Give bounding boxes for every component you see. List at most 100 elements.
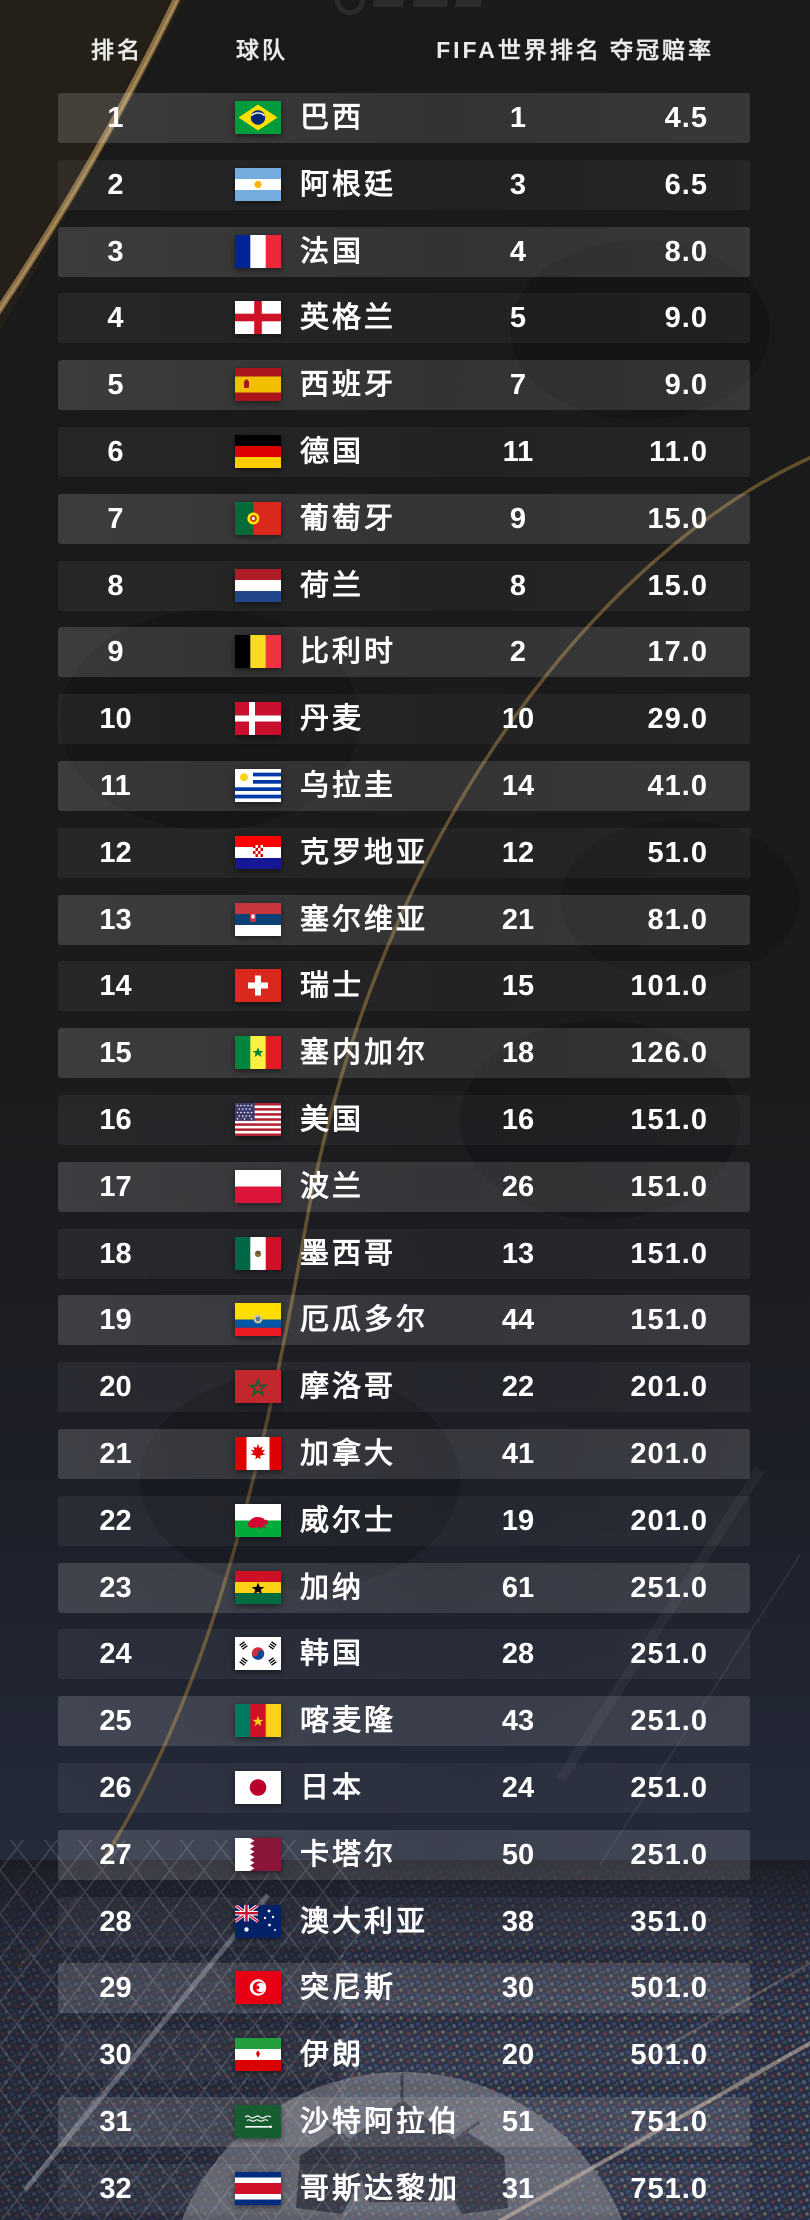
flag-cameroon-icon — [235, 1704, 281, 1737]
flag-argentina-icon — [235, 168, 281, 201]
table-row: 5 西班牙 7 9.0 — [58, 360, 750, 410]
flag-southkorea-icon — [235, 1637, 281, 1670]
rank-value: 24 — [99, 1638, 132, 1670]
flag-poland-icon — [235, 1170, 281, 1203]
odds-value: 351.0 — [630, 1906, 708, 1938]
table-row: 23 加纳 61 251.0 — [58, 1563, 750, 1613]
odds-value: 51.0 — [647, 837, 708, 869]
odds-value: 126.0 — [630, 1037, 708, 1069]
table-row: 25 喀麦隆 43 251.0 — [58, 1696, 750, 1746]
table-row: 7 葡萄牙 9 15.0 — [58, 494, 750, 544]
team-name: 伊朗 — [300, 2039, 365, 2071]
flag-morocco-icon — [235, 1370, 281, 1403]
team-name: 日本 — [300, 1772, 365, 1804]
rank-value: 15 — [99, 1037, 132, 1069]
rank-value: 16 — [99, 1104, 132, 1136]
fifa-rank-value: 3 — [509, 169, 527, 201]
rank-value: 28 — [99, 1906, 132, 1938]
team-name: 瑞士 — [300, 970, 365, 1002]
flag-denmark-icon — [235, 702, 281, 735]
team-name: 巴西 — [300, 102, 365, 134]
team-name: 威尔士 — [300, 1505, 397, 1537]
odds-value: 41.0 — [647, 770, 708, 802]
table-row: 9 比利时 2 17.0 — [58, 627, 750, 677]
team-name: 荷兰 — [300, 570, 365, 602]
flag-netherlands-icon — [235, 569, 281, 602]
table-row: 3 法国 4 8.0 — [58, 227, 750, 277]
odds-value: 501.0 — [630, 2039, 708, 2071]
odds-value: 751.0 — [630, 2173, 708, 2205]
rank-value: 14 — [99, 970, 132, 1002]
team-name: 美国 — [300, 1104, 365, 1136]
flag-germany-icon — [235, 435, 281, 468]
team-column-header: 球队 — [236, 37, 288, 63]
odds-value: 4.5 — [664, 102, 708, 134]
odds-value: 251.0 — [630, 1839, 708, 1871]
flag-uruguay-icon — [235, 769, 281, 802]
team-name: 西班牙 — [300, 369, 397, 401]
odds-value: 9.0 — [664, 369, 708, 401]
odds-value: 501.0 — [630, 1972, 708, 2004]
table-row: 2 阿根廷 3 6.5 — [58, 160, 750, 210]
table-row: 30 伊朗 20 501.0 — [58, 2030, 750, 2080]
flag-france-icon — [235, 235, 281, 268]
flag-spain-icon — [235, 368, 281, 401]
table-row: 21 加拿大 41 201.0 — [58, 1429, 750, 1479]
team-name: 加纳 — [300, 1572, 365, 1604]
rank-value: 19 — [99, 1304, 132, 1336]
team-name: 比利时 — [300, 636, 397, 668]
flag-switzerland-icon — [235, 969, 281, 1002]
flag-portugal-icon — [235, 502, 281, 535]
rank-value: 23 — [99, 1572, 132, 1604]
team-name: 沙特阿拉伯 — [300, 2106, 461, 2138]
flag-senegal-icon — [235, 1036, 281, 1069]
team-name: 哥斯达黎加 — [300, 2173, 461, 2205]
team-name: 墨西哥 — [300, 1238, 397, 1270]
rank-value: 2 — [107, 169, 124, 201]
odds-value: 101.0 — [630, 970, 708, 1002]
team-name: 塞内加尔 — [300, 1037, 429, 1069]
team-name: 塞尔维亚 — [300, 904, 429, 936]
flag-iran-icon — [235, 2038, 281, 2071]
flag-tunisia-icon — [235, 1971, 281, 2004]
flag-ghana-icon — [235, 1571, 281, 1604]
team-name: 波兰 — [300, 1171, 365, 1203]
odds-value: 6.5 — [664, 169, 708, 201]
rank-value: 26 — [99, 1772, 132, 1804]
odds-value: 751.0 — [630, 2106, 708, 2138]
fifa-rank-value: 5 — [509, 302, 527, 334]
rank-value: 11 — [100, 770, 131, 802]
rank-value: 25 — [99, 1705, 132, 1737]
odds-value: 81.0 — [647, 904, 708, 936]
fifa-rank-value: 7 — [509, 369, 527, 401]
odds-value: 17.0 — [647, 636, 708, 668]
table-row: 1 巴西 1 4.5 — [58, 93, 750, 143]
odds-value: 8.0 — [664, 236, 708, 268]
fifa-rank-value: 1 — [509, 102, 527, 134]
flag-costarica-icon — [235, 2172, 281, 2205]
table-row: 17 波兰 26 151.0 — [58, 1162, 750, 1212]
table-row: 4 英格兰 5 9.0 — [58, 293, 750, 343]
rank-value: 20 — [99, 1371, 132, 1403]
odds-value: 201.0 — [630, 1505, 708, 1537]
table-row: 15 塞内加尔 18 126.0 — [58, 1028, 750, 1078]
table-row: 12 克罗地亚 12 51.0 — [58, 828, 750, 878]
flag-serbia-icon — [235, 903, 281, 936]
fifa-rank-column-header: FIFA世界排名 — [436, 37, 602, 63]
team-name: 卡塔尔 — [300, 1839, 397, 1871]
flag-japan-icon — [235, 1771, 281, 1804]
team-name: 加拿大 — [300, 1438, 397, 1470]
odds-value: 9.0 — [664, 302, 708, 334]
rank-value: 4 — [107, 302, 124, 334]
flag-canada-icon — [235, 1437, 281, 1470]
team-name: 厄瓜多尔 — [300, 1304, 429, 1336]
flag-australia-icon — [235, 1905, 281, 1938]
team-name: 澳大利亚 — [300, 1906, 429, 1938]
table-row: 10 丹麦 10 29.0 — [58, 694, 750, 744]
table-row: 28 澳大利亚 38 351.0 — [58, 1897, 750, 1947]
rank-value: 29 — [99, 1972, 132, 2004]
table-row: 13 塞尔维亚 21 81.0 — [58, 895, 750, 945]
odds-value: 201.0 — [630, 1371, 708, 1403]
